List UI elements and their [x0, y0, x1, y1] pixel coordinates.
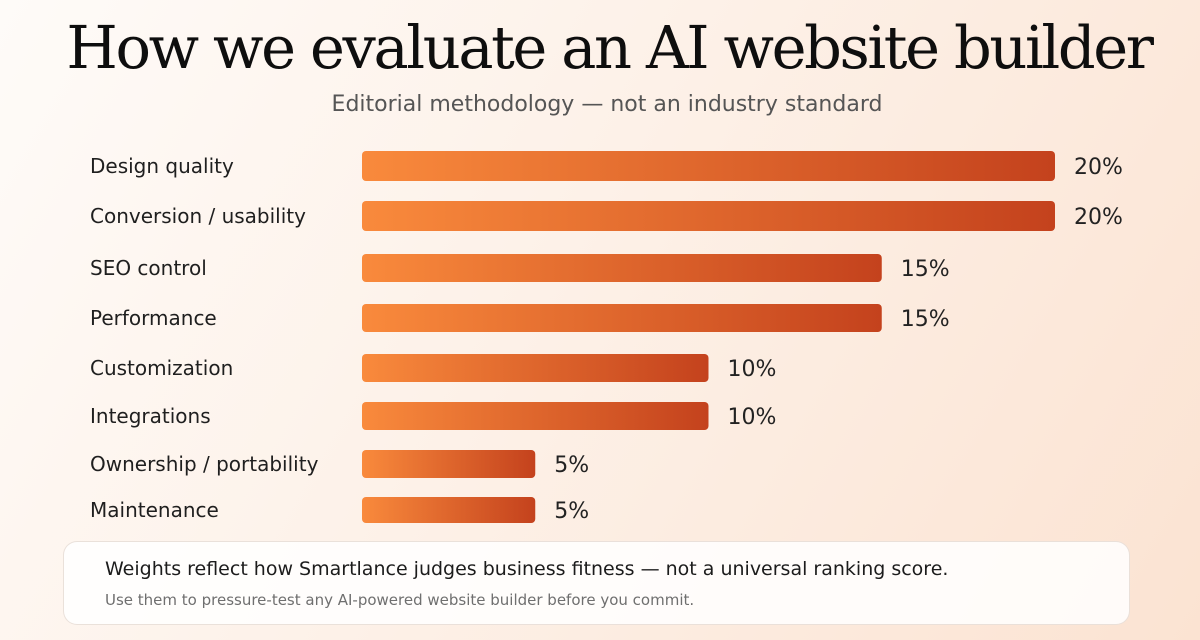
- category-label-ownership-portability: Ownership / portability: [90, 452, 319, 476]
- chart-subtitle: Editorial methodology — not an industry …: [331, 92, 883, 117]
- bar-ownership-portability: [362, 450, 536, 478]
- category-label-performance: Performance: [90, 306, 217, 330]
- chart-title: How we evaluate an AI website builder: [66, 13, 1154, 82]
- footer-note: Weights reflect how Smartlance judges bu…: [63, 541, 1130, 625]
- bar-seo-control: [362, 254, 882, 282]
- bar-design-quality: [362, 151, 1055, 181]
- value-label-customization: 10%: [728, 357, 777, 382]
- value-label-integrations: 10%: [728, 405, 777, 430]
- bar-conversion-usability: [362, 201, 1055, 231]
- bar-customization: [362, 354, 709, 382]
- category-label-maintenance: Maintenance: [90, 498, 219, 522]
- footer-main-text: Weights reflect how Smartlance judges bu…: [105, 558, 949, 580]
- category-label-customization: Customization: [90, 356, 233, 380]
- category-label-conversion-usability: Conversion / usability: [90, 204, 306, 228]
- category-label-design-quality: Design quality: [90, 154, 234, 178]
- footer-sub-text: Use them to pressure-test any AI-powered…: [105, 591, 695, 609]
- bar-chart: Design quality 20% Conversion / usability 2…: [90, 151, 1123, 524]
- value-label-ownership-portability: 5%: [554, 453, 589, 478]
- bar-performance: [362, 304, 882, 332]
- bar-integrations: [362, 402, 709, 430]
- value-label-design-quality: 20%: [1074, 155, 1123, 180]
- value-label-maintenance: 5%: [554, 499, 589, 524]
- value-label-conversion-usability: 20%: [1074, 205, 1123, 230]
- bar-maintenance: [362, 497, 536, 523]
- bars-layer: Design quality 20% Conversion / usability 2…: [90, 151, 1123, 524]
- category-label-integrations: Integrations: [90, 404, 211, 428]
- value-label-seo-control: 15%: [901, 257, 950, 282]
- category-label-seo-control: SEO control: [90, 256, 207, 280]
- value-label-performance: 15%: [901, 307, 950, 332]
